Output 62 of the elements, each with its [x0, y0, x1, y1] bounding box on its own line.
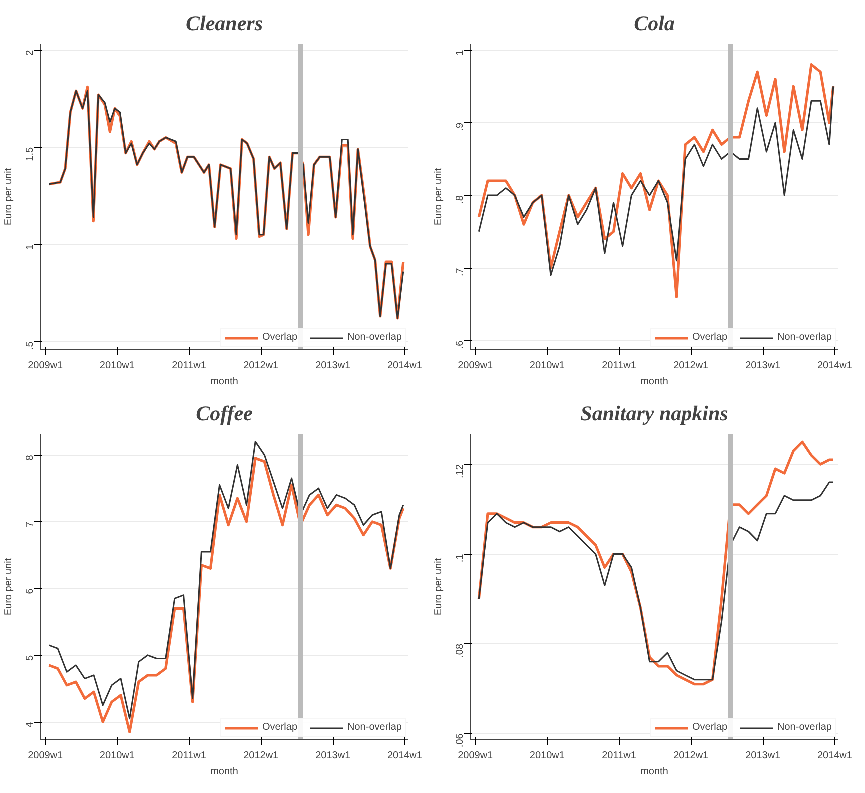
x-tick-label: 2012w1 — [674, 750, 710, 762]
y-tick-label: .1 — [455, 554, 466, 563]
x-tick-label: 2011w1 — [602, 360, 637, 372]
x-tick-label: 2014w1 — [387, 750, 423, 762]
y-tick-label: .9 — [455, 122, 466, 132]
y-tick-label: .06 — [455, 733, 466, 748]
x-tick-label: 2013w1 — [746, 360, 782, 372]
y-tick-label: .6 — [455, 340, 466, 350]
x-tick-label: 2013w1 — [316, 360, 352, 372]
legend-label: Overlap — [262, 722, 298, 733]
x-tick-label: 2010w1 — [100, 360, 136, 372]
y-tick-label: 8 — [25, 454, 36, 461]
x-axis-title: month — [210, 766, 238, 778]
y-axis-title: Euro per unit — [4, 168, 14, 226]
chart-title: Cola — [634, 12, 675, 36]
y-tick-label: .5 — [25, 341, 36, 350]
y-tick-label: 6 — [25, 588, 36, 594]
x-tick-label: 2013w1 — [316, 750, 352, 762]
y-axis-title: Euro per unit — [434, 558, 444, 616]
x-tick-label: 2014w1 — [817, 360, 853, 372]
x-tick-label: 2011w1 — [172, 360, 207, 372]
legend-label: Overlap — [262, 332, 298, 343]
legend-label: Non-overlap — [778, 722, 832, 733]
x-tick-label: 2014w1 — [817, 750, 853, 762]
y-tick-label: .7 — [455, 268, 466, 277]
x-tick-label: 2012w1 — [674, 360, 710, 372]
y-tick-label: 2 — [25, 50, 36, 56]
x-tick-label: 2009w1 — [28, 750, 64, 762]
x-tick-label: 2010w1 — [530, 360, 566, 372]
x-tick-label: 2009w1 — [28, 360, 64, 372]
x-tick-label: 2009w1 — [458, 750, 494, 762]
legend-label: Overlap — [692, 332, 728, 343]
x-tick-label: 2009w1 — [458, 360, 494, 372]
x-tick-label: 2012w1 — [244, 360, 280, 372]
y-tick-label: 4 — [25, 722, 36, 728]
y-tick-label: 1 — [25, 244, 36, 250]
x-axis-title: month — [210, 376, 238, 388]
y-tick-label: 7 — [25, 521, 36, 528]
chart-title: Sanitary napkins — [580, 402, 728, 426]
x-tick-label: 2010w1 — [530, 750, 566, 762]
legend-label: Overlap — [692, 722, 728, 733]
legend-label: Non-overlap — [348, 722, 402, 733]
y-axis-title: Euro per unit — [434, 168, 444, 226]
legend-label: Non-overlap — [348, 332, 402, 343]
y-tick-label: .8 — [455, 195, 466, 204]
x-tick-label: 2012w1 — [244, 750, 280, 762]
x-tick-label: 2013w1 — [746, 750, 782, 762]
legend-label: Non-overlap — [778, 332, 832, 343]
x-tick-label: 2011w1 — [172, 750, 207, 762]
x-axis-title: month — [640, 376, 668, 388]
y-tick-label: .12 — [455, 464, 466, 478]
y-tick-label: 1.5 — [25, 147, 36, 162]
x-axis-title: month — [640, 766, 668, 778]
x-tick-label: 2014w1 — [387, 360, 423, 372]
y-tick-label: 1 — [455, 50, 466, 56]
chart-title: Coffee — [196, 402, 253, 426]
y-tick-label: 5 — [25, 654, 36, 661]
y-axis-title: Euro per unit — [4, 558, 14, 616]
x-tick-label: 2010w1 — [100, 750, 136, 762]
chart-title: Cleaners — [186, 12, 264, 36]
x-tick-label: 2011w1 — [602, 750, 637, 762]
y-tick-label: .08 — [455, 644, 466, 658]
